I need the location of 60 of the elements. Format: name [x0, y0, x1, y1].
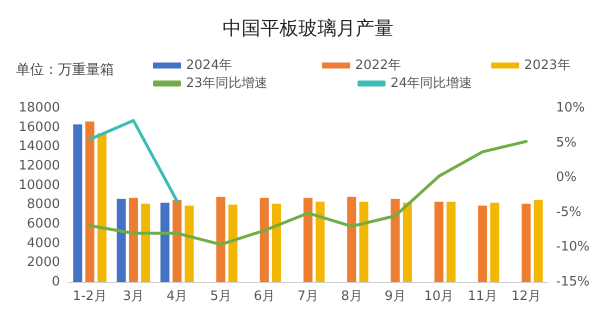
- x-tick-label: 5月: [210, 289, 232, 304]
- y-tick-label: 12000: [18, 158, 60, 174]
- y-tick-label: 18000: [18, 100, 60, 116]
- x-tick-label: 12月: [511, 289, 541, 304]
- bar: [490, 202, 500, 282]
- bar: [141, 204, 150, 282]
- x-tick-label: 6月: [254, 289, 276, 304]
- bar: [304, 198, 312, 282]
- x-tick-label: 10月: [424, 289, 454, 304]
- bar: [73, 124, 82, 282]
- bar: [128, 198, 138, 282]
- y-tick-label: 14000: [18, 139, 60, 154]
- x-tick-label: 8月: [340, 289, 362, 304]
- bar: [522, 204, 531, 282]
- bar: [478, 206, 488, 282]
- bar: [85, 122, 94, 282]
- y2-tick-label: 5%: [556, 135, 577, 150]
- bar: [228, 204, 238, 282]
- bar: [116, 198, 126, 282]
- y-axis-title: 单位：万重量箱: [16, 61, 114, 77]
- y-tick-label: 0: [52, 274, 60, 290]
- line-series: [88, 140, 528, 246]
- y2-tick-label: 0%: [556, 170, 577, 186]
- chart-title: 中国平板玻璃月产量: [222, 18, 394, 40]
- y2-tick-label: 10%: [556, 100, 585, 116]
- bar: [316, 202, 325, 282]
- y-tick-label: 10000: [18, 178, 60, 193]
- bar: [434, 202, 444, 282]
- y-tick-label: 6000: [26, 216, 60, 232]
- bar: [534, 200, 543, 282]
- bar: [184, 206, 194, 282]
- y-tick-label: 16000: [18, 120, 60, 135]
- y2-tick-label: -10%: [556, 240, 590, 255]
- legend-label: 2022年: [355, 58, 402, 73]
- y-tick-label: 2000: [26, 255, 60, 270]
- bar: [347, 196, 356, 282]
- x-tick-label: 3月: [122, 289, 144, 304]
- bar: [390, 198, 400, 282]
- y-tick-label: 8000: [26, 197, 60, 212]
- bar: [216, 196, 226, 282]
- legend-label: 2023年: [524, 58, 570, 73]
- x-tick-label: 9月: [384, 289, 406, 304]
- bar: [402, 202, 412, 282]
- bar: [359, 202, 368, 282]
- bar: [172, 200, 182, 282]
- y2-tick-label: -15%: [556, 274, 590, 290]
- legend-label: 2024年: [186, 58, 232, 73]
- x-tick-label: 1-2月: [72, 289, 107, 304]
- legend-label: 23年同比增速: [186, 76, 268, 91]
- bar: [260, 198, 269, 282]
- bar: [272, 204, 282, 282]
- x-tick-label: 11月: [468, 289, 498, 304]
- bar: [97, 133, 106, 282]
- x-tick-label: 4月: [166, 289, 188, 304]
- x-tick-label: 7月: [297, 289, 319, 304]
- bar: [160, 202, 170, 282]
- y-tick-label: 4000: [26, 236, 60, 251]
- legend-label: 24年同比增速: [390, 76, 472, 91]
- y2-tick-label: -5%: [556, 204, 582, 220]
- bar: [446, 202, 456, 282]
